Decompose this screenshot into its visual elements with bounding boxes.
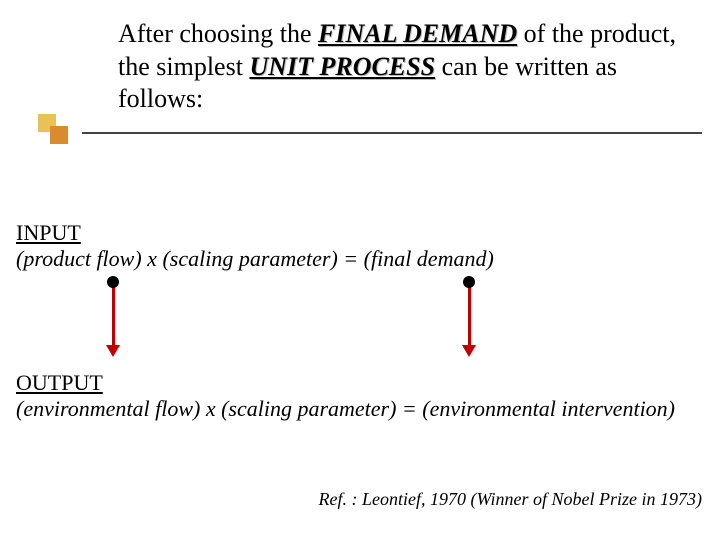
square-orange <box>50 126 68 144</box>
reference-text: Ref. : Leontief, 1970 (Winner of Nobel P… <box>319 489 702 510</box>
arrow-left <box>106 282 120 346</box>
output-equation: (environmental flow) x (scaling paramete… <box>16 396 675 422</box>
arrow-head-icon <box>106 345 120 357</box>
arrow-head-icon <box>462 345 476 357</box>
decorative-squares-icon <box>38 114 74 150</box>
input-equation: (product flow) x (scaling parameter) = (… <box>16 246 494 272</box>
arrow-dot-icon <box>463 276 475 288</box>
input-label: INPUT <box>16 220 494 246</box>
header-pre1: After choosing the <box>118 19 318 48</box>
header-paragraph: After choosing the FINAL DEMAND of the p… <box>118 18 678 116</box>
arrow-dot-icon <box>107 276 119 288</box>
arrow-right <box>462 282 476 346</box>
slide-root: After choosing the FINAL DEMAND of the p… <box>0 0 720 540</box>
arrow-shaft <box>468 282 471 346</box>
header-final-demand: FINAL DEMAND <box>318 19 517 48</box>
arrow-shaft <box>112 282 115 346</box>
output-label: OUTPUT <box>16 370 675 396</box>
output-section: OUTPUT (environmental flow) x (scaling p… <box>16 370 675 423</box>
header-unit-process: UNIT PROCESS <box>249 52 435 81</box>
input-section: INPUT (product flow) x (scaling paramete… <box>16 220 494 273</box>
horizontal-rule <box>82 132 702 134</box>
